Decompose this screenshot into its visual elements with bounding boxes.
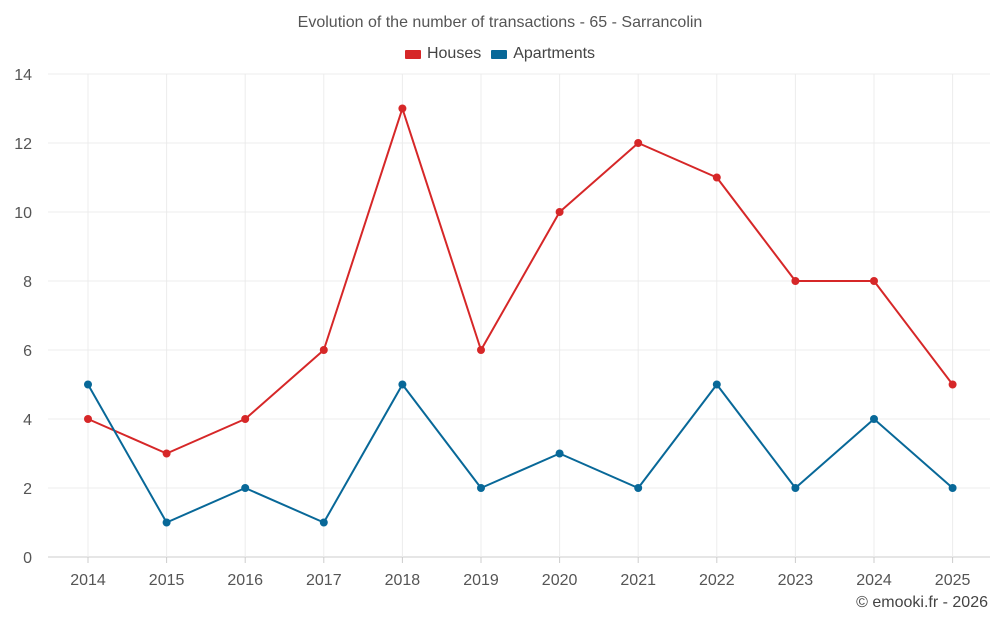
data-point-apartments[interactable] [634,484,643,492]
data-point-apartments[interactable] [162,518,171,527]
x-tick-label: 2018 [385,572,421,589]
x-tick-label: 2024 [856,572,892,589]
x-tick-label: 2015 [149,572,185,589]
data-point-houses[interactable] [712,173,721,182]
data-point-houses[interactable] [948,380,957,389]
data-point-apartments[interactable] [84,380,92,389]
y-tick-label: 14 [14,67,32,84]
data-point-apartments[interactable] [398,380,407,389]
data-point-apartments[interactable] [241,484,250,492]
data-point-houses[interactable] [84,415,92,423]
series-line-apartments [87,383,954,524]
legend: Houses Apartments [0,45,1000,63]
data-point-apartments[interactable] [555,449,564,458]
data-point-apartments[interactable] [791,484,800,492]
x-tick-label: 2021 [620,572,656,589]
legend-label-houses: Houses [426,45,482,62]
y-tick-label: 2 [23,481,32,498]
axes: 0 2 4 6 8 10 12 14 2014 2015 2016 2017 2018 2019 2020 2… [14,67,970,589]
data-point-apartments[interactable] [948,484,957,492]
data-point-houses[interactable] [870,277,878,285]
x-tick-label: 2014 [70,572,106,589]
x-tick-label: 2025 [935,572,971,589]
legend-item-apartments[interactable]: Apartments [491,45,595,63]
x-tick-label: 2023 [778,572,814,589]
y-tick-label: 8 [23,274,32,291]
data-point-apartments[interactable] [870,415,878,423]
grid [48,73,990,558]
legend-label-apartments: Apartments [513,45,596,62]
data-point-houses[interactable] [162,449,171,458]
chart-title: Evolution of the number of transactions … [297,14,703,31]
x-tick-label: 2022 [699,572,735,589]
y-tick-label: 10 [14,205,32,222]
legend-item-houses[interactable]: Houses [404,45,482,63]
y-tick-label: 6 [23,343,32,360]
data-point-houses[interactable] [634,139,643,147]
credit-text: © emooki.fr - 2026 [856,594,988,611]
data-point-apartments[interactable] [477,484,485,492]
y-tick-label: 12 [14,136,32,153]
data-point-houses[interactable] [477,346,485,354]
series-line-houses [87,107,954,455]
data-point-houses[interactable] [555,208,564,216]
data-point-houses[interactable] [398,104,407,113]
legend-swatch-houses [404,49,421,59]
x-tick-label: 2017 [306,572,342,589]
y-tick-label: 4 [23,412,32,429]
data-point-apartments[interactable] [319,518,328,527]
data-point-apartments[interactable] [712,380,721,389]
series [84,104,957,527]
x-tick-label: 2019 [463,572,499,589]
legend-swatch-apartments [491,49,508,59]
data-point-houses[interactable] [791,277,800,285]
data-point-houses[interactable] [241,415,250,423]
data-point-houses[interactable] [319,346,328,354]
y-tick-label: 0 [23,550,32,567]
x-tick-label: 2020 [542,572,578,589]
x-tick-label: 2016 [227,572,263,589]
